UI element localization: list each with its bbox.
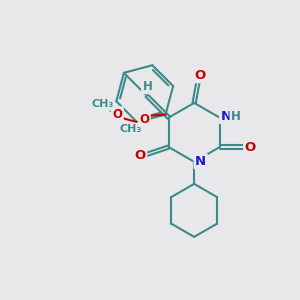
Text: O: O [245, 141, 256, 154]
Text: N: N [195, 155, 206, 168]
Text: CH₃: CH₃ [119, 124, 141, 134]
Text: O: O [139, 113, 149, 126]
Text: O: O [112, 108, 122, 121]
Text: CH₃: CH₃ [92, 99, 114, 110]
Text: O: O [134, 149, 146, 162]
Text: H: H [142, 80, 152, 93]
Text: N: N [220, 110, 232, 123]
Text: O: O [194, 69, 206, 82]
Text: H: H [231, 110, 241, 123]
